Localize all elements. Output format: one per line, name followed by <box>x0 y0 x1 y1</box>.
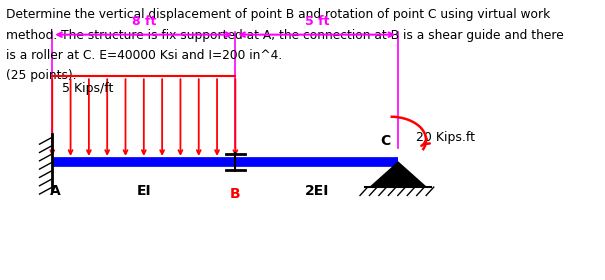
Text: (25 points).: (25 points). <box>7 69 77 82</box>
Text: EI: EI <box>137 184 151 198</box>
Text: 20 Kips.ft: 20 Kips.ft <box>416 131 475 144</box>
Text: 8 ft: 8 ft <box>132 15 156 28</box>
Text: 2EI: 2EI <box>304 184 329 198</box>
Text: method. The structure is fix supported at A, the connection at B is a shear guid: method. The structure is fix supported a… <box>7 29 564 41</box>
Text: 5 ft: 5 ft <box>304 15 329 28</box>
Text: B: B <box>230 187 241 201</box>
Text: 5 Kips/ft: 5 Kips/ft <box>62 82 114 95</box>
Text: is a roller at C. E=40000 Ksi and I=200 in^4.: is a roller at C. E=40000 Ksi and I=200 … <box>7 49 283 62</box>
Text: Determine the vertical displacement of point B and rotation of point C using vir: Determine the vertical displacement of p… <box>7 8 551 21</box>
Polygon shape <box>370 162 426 187</box>
Text: C: C <box>381 134 391 148</box>
Text: A: A <box>50 184 60 198</box>
